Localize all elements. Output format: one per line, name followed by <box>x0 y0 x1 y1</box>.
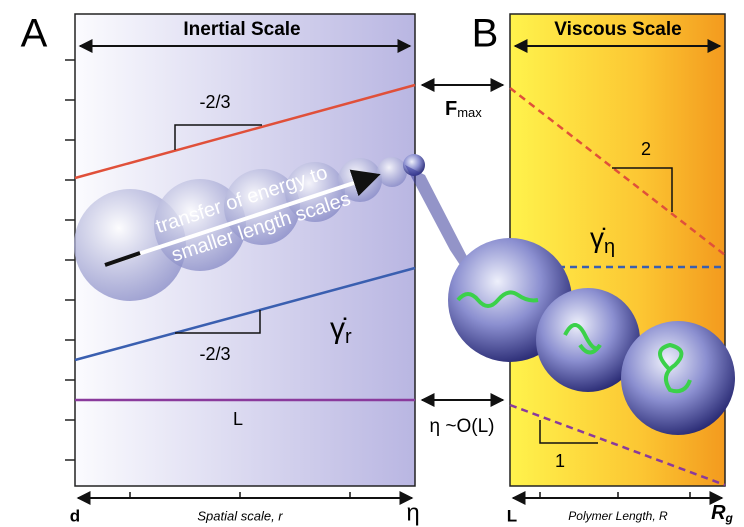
axis-end: Rg <box>711 502 733 525</box>
subscript: r <box>345 326 352 348</box>
subscript: g <box>725 511 734 525</box>
slope-label: 2 <box>641 139 651 159</box>
figure: A Inertial Scale -2/3 -2/3 L γ̇r transfe… <box>0 0 744 527</box>
subscript: max <box>457 105 482 120</box>
panel-letter: B <box>472 12 499 56</box>
panel-letter: A <box>21 12 48 56</box>
symbol: R <box>711 502 726 524</box>
panel-header: Inertial Scale <box>183 19 300 40</box>
line-label: L <box>233 409 243 429</box>
slope-label: 1 <box>555 451 565 471</box>
slope-label: -2/3 <box>199 344 230 364</box>
axis-end: η <box>406 499 419 526</box>
symbol: F <box>445 98 457 120</box>
force-label: Fmax <box>445 98 482 120</box>
axis-end: L <box>507 506 517 525</box>
panel-header: Viscous Scale <box>554 19 681 40</box>
axis-end: d <box>70 506 80 525</box>
slope-label: -2/3 <box>199 92 230 112</box>
axis-title: Spatial scale, r <box>197 508 283 523</box>
subscript: η <box>604 236 615 258</box>
eta-label: η ~O(L) <box>430 416 495 437</box>
axis-title: Polymer Length, R <box>568 509 668 523</box>
tick-marks <box>65 60 75 460</box>
